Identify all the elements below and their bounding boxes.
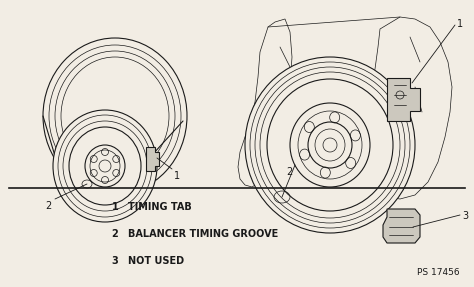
Ellipse shape: [85, 145, 125, 187]
Text: NOT USED: NOT USED: [128, 256, 184, 266]
Text: TIMING TAB: TIMING TAB: [128, 202, 191, 212]
Ellipse shape: [290, 103, 370, 187]
Text: 3: 3: [462, 211, 468, 221]
Text: 2: 2: [46, 201, 52, 211]
Text: BALANCER TIMING GROOVE: BALANCER TIMING GROOVE: [128, 229, 278, 239]
Polygon shape: [146, 147, 159, 171]
Text: 2: 2: [112, 229, 118, 239]
Text: 3: 3: [112, 256, 118, 266]
Text: 1: 1: [112, 202, 118, 212]
Ellipse shape: [53, 110, 157, 222]
Text: 2: 2: [287, 167, 293, 177]
Polygon shape: [387, 78, 420, 121]
Text: 1: 1: [457, 19, 463, 29]
Text: PS 17456: PS 17456: [417, 268, 460, 277]
Text: 1: 1: [174, 171, 180, 181]
Ellipse shape: [245, 57, 415, 233]
Ellipse shape: [43, 38, 187, 194]
Polygon shape: [383, 209, 420, 243]
